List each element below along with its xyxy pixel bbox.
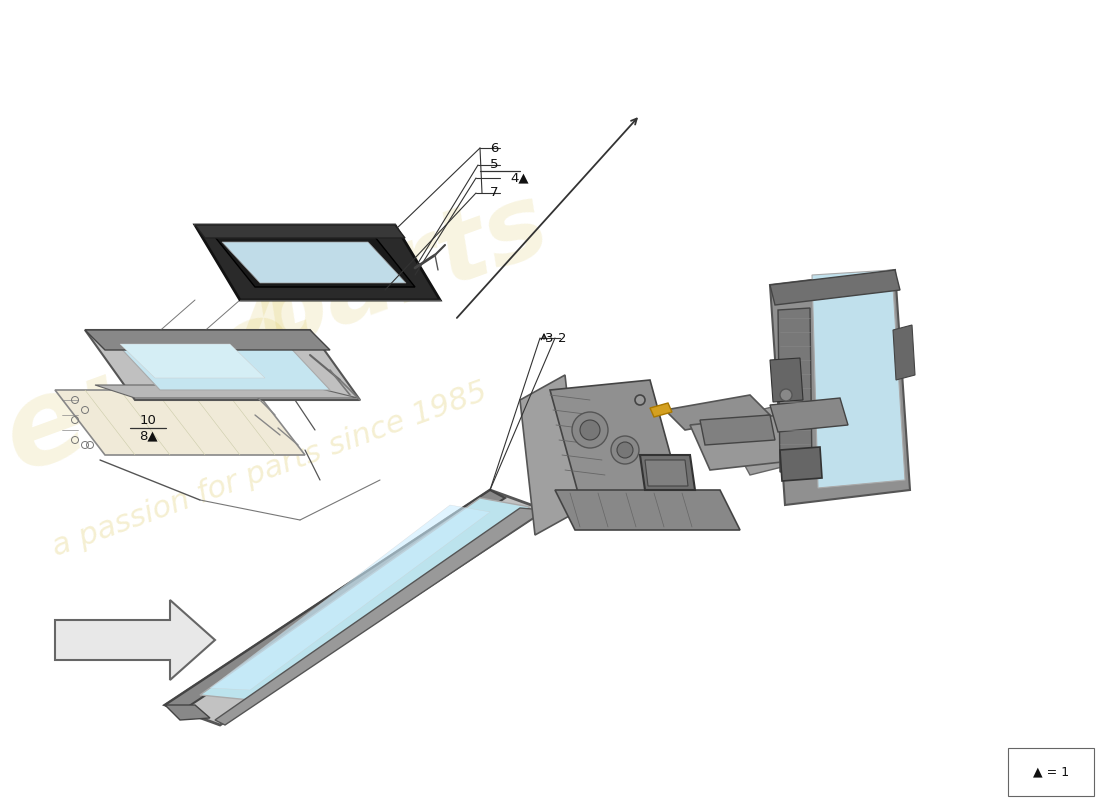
Polygon shape — [650, 403, 672, 417]
Text: 10: 10 — [140, 414, 156, 426]
Polygon shape — [195, 225, 405, 238]
Polygon shape — [165, 490, 544, 725]
Polygon shape — [720, 400, 830, 475]
Polygon shape — [120, 344, 265, 378]
Polygon shape — [778, 308, 812, 472]
Polygon shape — [770, 270, 900, 305]
Text: 3: 3 — [544, 331, 553, 345]
Text: 8▲: 8▲ — [139, 430, 157, 442]
Polygon shape — [893, 325, 915, 380]
Circle shape — [610, 436, 639, 464]
Polygon shape — [520, 375, 580, 535]
Polygon shape — [165, 705, 210, 720]
Polygon shape — [222, 242, 406, 283]
Text: parts: parts — [238, 175, 562, 375]
Polygon shape — [690, 415, 800, 470]
Circle shape — [635, 395, 645, 405]
Polygon shape — [770, 270, 910, 505]
Circle shape — [572, 412, 608, 448]
Polygon shape — [780, 447, 822, 481]
Text: euro: euro — [0, 284, 312, 496]
Text: 5: 5 — [490, 158, 498, 171]
Polygon shape — [195, 225, 440, 300]
Text: 4▲: 4▲ — [510, 171, 529, 185]
Polygon shape — [95, 385, 358, 398]
Polygon shape — [770, 358, 803, 402]
Text: 7: 7 — [490, 186, 498, 199]
Polygon shape — [210, 505, 490, 690]
Polygon shape — [666, 395, 770, 430]
FancyBboxPatch shape — [1008, 749, 1094, 796]
Text: a passion for parts since 1985: a passion for parts since 1985 — [48, 378, 492, 562]
Polygon shape — [55, 390, 305, 455]
Polygon shape — [200, 498, 530, 700]
Text: 2: 2 — [558, 331, 566, 345]
Text: ▲ = 1: ▲ = 1 — [1033, 766, 1069, 779]
Polygon shape — [550, 380, 680, 500]
Polygon shape — [214, 237, 415, 287]
Text: 4: 4 — [220, 266, 330, 394]
Polygon shape — [165, 490, 505, 712]
Polygon shape — [700, 415, 776, 445]
Text: 6: 6 — [490, 142, 498, 154]
Circle shape — [617, 442, 632, 458]
Circle shape — [580, 420, 600, 440]
Polygon shape — [640, 455, 695, 490]
Polygon shape — [645, 460, 688, 486]
Polygon shape — [85, 330, 330, 350]
Polygon shape — [556, 490, 740, 530]
Polygon shape — [812, 270, 905, 488]
Polygon shape — [85, 330, 360, 400]
Polygon shape — [116, 342, 330, 390]
Polygon shape — [55, 600, 215, 680]
Polygon shape — [770, 398, 848, 432]
Polygon shape — [214, 508, 544, 725]
Circle shape — [780, 389, 792, 401]
